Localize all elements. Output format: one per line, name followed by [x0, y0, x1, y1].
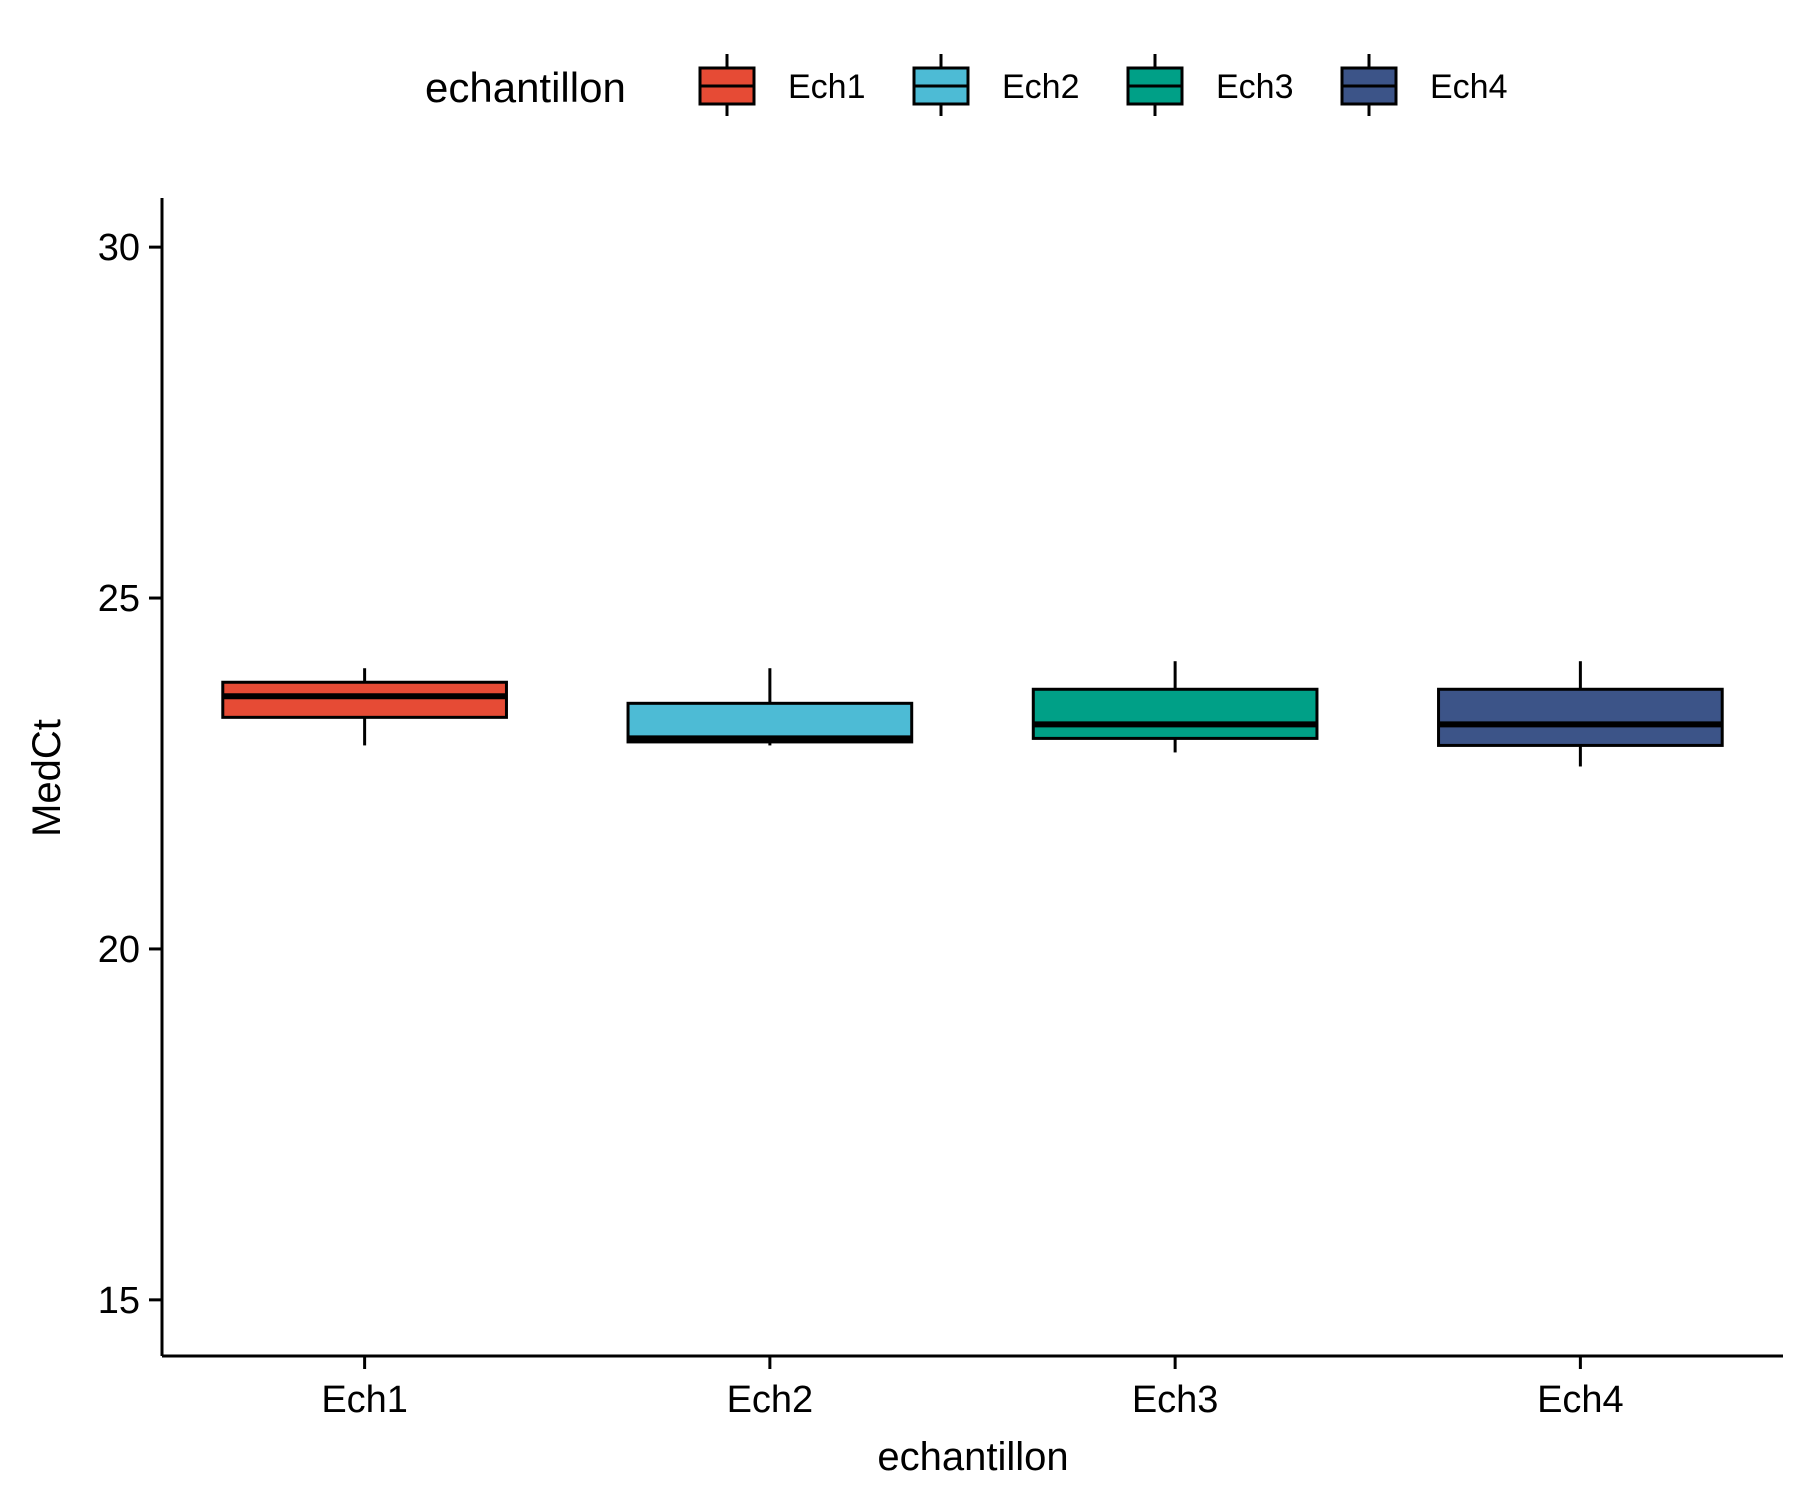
y-tick-label-15: 15	[98, 1280, 140, 1322]
plot-area: 15 20 25 30 Ech1 Ech2 Ech3 Ech4	[98, 198, 1783, 1421]
box-Ech4	[1437, 661, 1724, 767]
legend: echantillon Ech1 Ech2 Ech3 Ech4	[425, 54, 1508, 116]
x-axis-title: echantillon	[877, 1435, 1068, 1479]
y-tick-label-20: 20	[98, 929, 140, 971]
x-tick-label-Ech3: Ech3	[1132, 1379, 1219, 1421]
box-Ech3	[1031, 661, 1319, 753]
legend-item-Ech4: Ech4	[1340, 54, 1508, 116]
legend-label-Ech4: Ech4	[1430, 68, 1508, 106]
box-rect-Ech4	[1437, 687, 1724, 747]
x-tick-label-Ech1: Ech1	[321, 1379, 408, 1421]
legend-label-Ech3: Ech3	[1216, 68, 1294, 106]
y-tick-label-25: 25	[98, 578, 140, 620]
box-rect-Ech3	[1031, 687, 1319, 740]
legend-label-Ech1: Ech1	[788, 68, 866, 106]
box-Ech1	[221, 668, 508, 746]
legend-title: echantillon	[425, 64, 626, 111]
x-tick-label-Ech2: Ech2	[727, 1379, 814, 1421]
legend-item-Ech2: Ech2	[912, 54, 1080, 116]
legend-label-Ech2: Ech2	[1002, 68, 1080, 106]
y-tick-label-30: 30	[98, 227, 140, 269]
legend-item-Ech3: Ech3	[1126, 54, 1294, 116]
box-Ech2	[626, 668, 914, 746]
x-tick-label-Ech4: Ech4	[1537, 1379, 1624, 1421]
box-rect-Ech1	[221, 680, 508, 719]
y-axis-title: MedCt	[25, 719, 69, 837]
legend-item-Ech1: Ech1	[698, 54, 866, 116]
